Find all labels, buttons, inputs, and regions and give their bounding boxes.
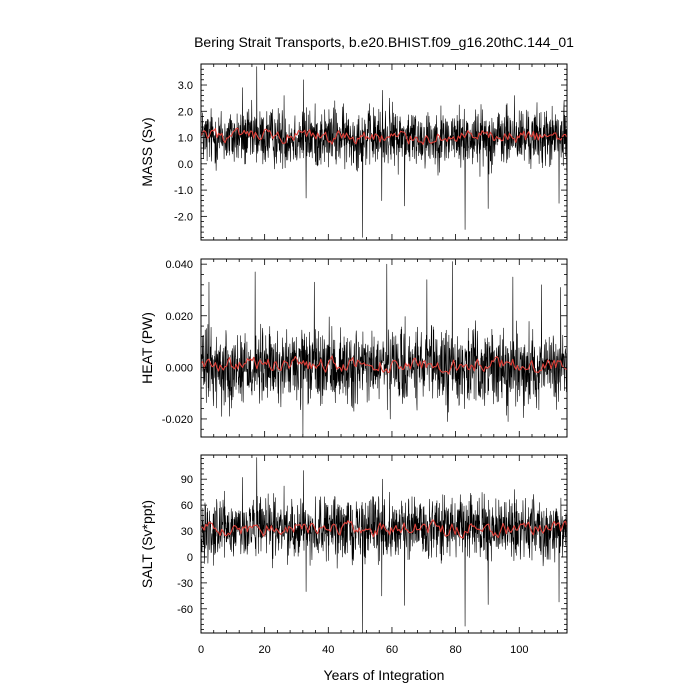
y-tick-label: -1.0 <box>174 185 193 197</box>
series-smoothed-line <box>200 127 568 146</box>
x-tick-label: 100 <box>510 644 528 656</box>
x-tick-label: 80 <box>449 644 461 656</box>
series-smoothed-line <box>200 519 568 539</box>
y-tick-label: 1.0 <box>178 133 193 145</box>
plot-frame <box>200 258 568 438</box>
y-tick-label: 60 <box>181 500 193 512</box>
y-axis-label: HEAT (PW) <box>139 312 155 384</box>
y-tick-label: -60 <box>177 604 193 616</box>
y-tick-label: 0.020 <box>165 311 193 323</box>
y-tick-label: 2.0 <box>178 106 193 118</box>
y-tick-label: -2.0 <box>174 211 193 223</box>
y-tick-label: 90 <box>181 474 193 486</box>
y-axis-label: MASS (Sv) <box>139 117 155 186</box>
y-tick-label: -30 <box>177 578 193 590</box>
x-tick-label: 0 <box>198 644 204 656</box>
y-tick-label: 0.0 <box>178 159 193 171</box>
series-monthly-line <box>200 66 568 238</box>
x-axis-label: Years of Integration <box>324 667 445 683</box>
x-tick-label: 40 <box>322 644 334 656</box>
x-tick-label: 20 <box>259 644 271 656</box>
series-monthly-line <box>200 457 568 634</box>
panel-1: -2.0 -1.0 0.0 1.0 2.0 3.0 MASS (Sv) <box>139 63 568 241</box>
series-smoothed-line <box>200 355 568 375</box>
series-monthly-line <box>200 261 568 435</box>
y-axis-label: SALT (Sv*ppt) <box>139 500 155 588</box>
plot-frame <box>200 63 568 241</box>
y-tick-label: -0.020 <box>162 414 193 426</box>
y-tick-label: 0 <box>187 552 193 564</box>
panel-3: -60 -30 0 30 60 90 0 20 40 60 80 100 Years of Integr… <box>139 454 568 683</box>
chart-title: Bering Strait Transports, b.e20.BHIST.f0… <box>194 34 574 50</box>
y-tick-label: 3.0 <box>178 80 193 92</box>
y-tick-label: 30 <box>181 526 193 538</box>
y-tick-label: 0.040 <box>165 259 193 271</box>
y-tick-label: 0.000 <box>165 362 193 374</box>
x-tick-label: 60 <box>386 644 398 656</box>
plot-frame <box>200 454 568 634</box>
panel-2: -0.020 0.000 0.020 0.040 HEAT (PW) <box>139 258 568 438</box>
